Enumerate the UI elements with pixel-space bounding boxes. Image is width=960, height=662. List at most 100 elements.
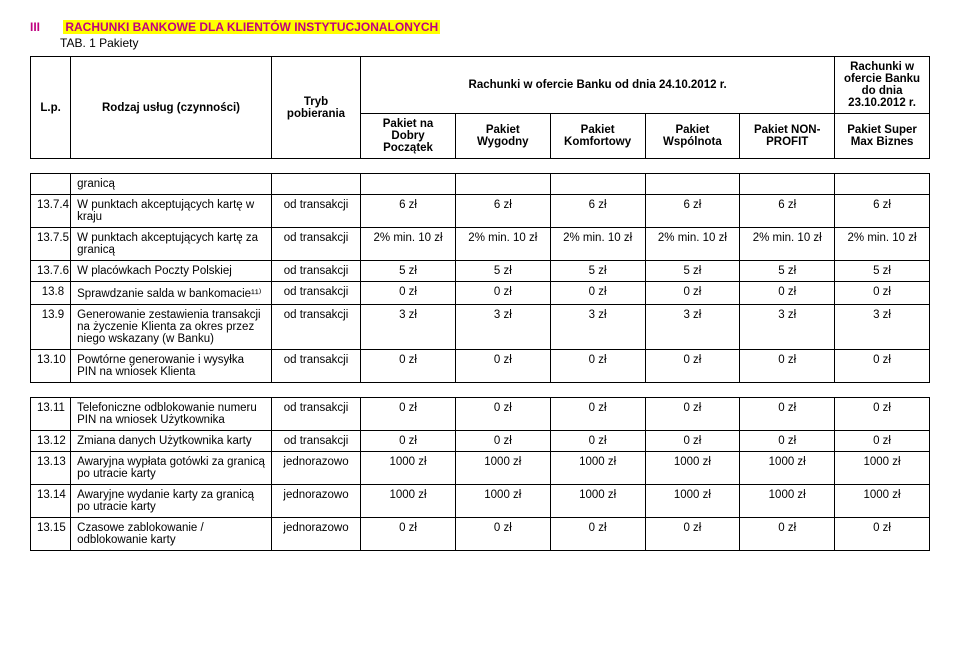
data-table-1: granicą 13.7.4 W punktach akceptujących …	[30, 173, 930, 383]
cell-tryb: od transakcji	[271, 228, 360, 261]
cell-val: 1000 zł	[361, 485, 456, 518]
cell-val: 0 zł	[361, 350, 456, 383]
cell-val: 3 zł	[645, 305, 740, 350]
cell-val: 0 zł	[645, 398, 740, 431]
cell-val: 6 zł	[645, 195, 740, 228]
cell-num: 13.11	[31, 398, 71, 431]
offer-current: Rachunki w ofercie Banku od dnia 24.10.2…	[361, 57, 835, 114]
cell-val: 0 zł	[550, 518, 645, 551]
subtitle: TAB. 1 Pakiety	[60, 36, 930, 50]
cell-tryb: jednorazowo	[271, 452, 360, 485]
data-table-2: 13.11 Telefoniczne odblokowanie numeru P…	[30, 397, 930, 551]
section-header: III RACHUNKI BANKOWE DLA KLIENTÓW INSTYT…	[30, 20, 930, 34]
cell-val: 0 zł	[835, 431, 930, 452]
cell-tryb: od transakcji	[271, 398, 360, 431]
cell-val: 3 zł	[455, 305, 550, 350]
cell-desc: Sprawdzanie salda w bankomacie¹¹⁾	[71, 282, 272, 305]
cell-desc: W punktach akceptujących kartę w kraju	[71, 195, 272, 228]
cell-desc: Awaryjne wydanie karty za granicą po utr…	[71, 485, 272, 518]
cell-tryb: od transakcji	[271, 261, 360, 282]
cell-val: 5 zł	[455, 261, 550, 282]
cell-val: 1000 zł	[645, 452, 740, 485]
cell-val: 0 zł	[455, 398, 550, 431]
cell-num: 13.7.5	[31, 228, 71, 261]
cell-val: 0 zł	[550, 431, 645, 452]
table-row: 13.11 Telefoniczne odblokowanie numeru P…	[31, 398, 930, 431]
table-row: 13.7.6 W placówkach Poczty Polskiej od t…	[31, 261, 930, 282]
cell-val: 5 zł	[361, 261, 456, 282]
cell-desc: Awaryjna wypłata gotówki za granicą po u…	[71, 452, 272, 485]
cell-val: 2% min. 10 zł	[361, 228, 456, 261]
cell-desc: Generowanie zestawienia transakcji na ży…	[71, 305, 272, 350]
cell-val: 5 zł	[740, 261, 835, 282]
cell-val: 0 zł	[835, 282, 930, 305]
table-row: 13.15 Czasowe zablokowanie / odblokowani…	[31, 518, 930, 551]
cell-desc: Zmiana danych Użytkownika karty	[71, 431, 272, 452]
cell-tryb: od transakcji	[271, 305, 360, 350]
cell-val: 1000 zł	[361, 452, 456, 485]
cell-val: 6 zł	[740, 195, 835, 228]
col-tryb: Tryb pobierania	[271, 57, 360, 159]
cell-val: 1000 zł	[455, 485, 550, 518]
col-pakiet-5: Pakiet NON-PROFIT	[740, 114, 835, 159]
cell-val: 1000 zł	[645, 485, 740, 518]
cell-val: 2% min. 10 zł	[645, 228, 740, 261]
cell-val: 2% min. 10 zł	[550, 228, 645, 261]
cell-val: 0 zł	[361, 518, 456, 551]
table-row: 13.12 Zmiana danych Użytkownika karty od…	[31, 431, 930, 452]
cell-tryb: od transakcji	[271, 282, 360, 305]
cell-val: 6 zł	[361, 195, 456, 228]
cell-desc: Telefoniczne odblokowanie numeru PIN na …	[71, 398, 272, 431]
col-pakiet-3: Pakiet Komfortowy	[550, 114, 645, 159]
section-number: III	[30, 20, 60, 34]
cell-val: 0 zł	[455, 350, 550, 383]
cell-val: 3 zł	[550, 305, 645, 350]
cell-val: 3 zł	[361, 305, 456, 350]
cell-tryb: jednorazowo	[271, 518, 360, 551]
cell-desc-pre: granicą	[71, 174, 272, 195]
cell-val: 0 zł	[645, 518, 740, 551]
cell-val: 0 zł	[835, 350, 930, 383]
table-row: 13.10 Powtórne generowanie i wysyłka PIN…	[31, 350, 930, 383]
cell-val: 0 zł	[740, 350, 835, 383]
cell-val: 3 zł	[835, 305, 930, 350]
cell-num: 13.7.4	[31, 195, 71, 228]
cell-tryb: od transakcji	[271, 195, 360, 228]
cell-val: 1000 zł	[835, 485, 930, 518]
cell-val: 0 zł	[835, 398, 930, 431]
cell-val: 0 zł	[550, 282, 645, 305]
cell-desc: W placówkach Poczty Polskiej	[71, 261, 272, 282]
cell-val: 2% min. 10 zł	[835, 228, 930, 261]
cell-val: 6 zł	[550, 195, 645, 228]
cell-val: 6 zł	[835, 195, 930, 228]
col-rodzaj: Rodzaj usług (czynności)	[71, 57, 272, 159]
table-row: 13.8 Sprawdzanie salda w bankomacie¹¹⁾ o…	[31, 282, 930, 305]
col-lp: L.p.	[31, 57, 71, 159]
cell-val: 0 zł	[645, 282, 740, 305]
cell-num: 13.8	[31, 282, 71, 305]
cell-num: 13.12	[31, 431, 71, 452]
cell-desc: W punktach akceptujących kartę za granic…	[71, 228, 272, 261]
cell-val: 0 zł	[835, 518, 930, 551]
cell-val: 0 zł	[740, 431, 835, 452]
col-pakiet-4: Pakiet Wspólnota	[645, 114, 740, 159]
table-row: 13.13 Awaryjna wypłata gotówki za granic…	[31, 452, 930, 485]
section-title: RACHUNKI BANKOWE DLA KLIENTÓW INSTYTUCJO…	[63, 20, 440, 34]
cell-val: 0 zł	[361, 282, 456, 305]
cell-val: 0 zł	[455, 282, 550, 305]
table-row: 13.7.4 W punktach akceptujących kartę w …	[31, 195, 930, 228]
cell-desc: Powtórne generowanie i wysyłka PIN na wn…	[71, 350, 272, 383]
cell-num: 13.10	[31, 350, 71, 383]
cell-val: 1000 zł	[740, 452, 835, 485]
cell-val: 2% min. 10 zł	[455, 228, 550, 261]
cell-num: 13.14	[31, 485, 71, 518]
cell-desc: Czasowe zablokowanie / odblokowanie kart…	[71, 518, 272, 551]
cell-num: 13.15	[31, 518, 71, 551]
cell-tryb: od transakcji	[271, 431, 360, 452]
cell-val: 5 zł	[550, 261, 645, 282]
col-pakiet-2: Pakiet Wygodny	[455, 114, 550, 159]
col-pakiet-6: Pakiet Super Max Biznes	[835, 114, 930, 159]
cell-num: 13.13	[31, 452, 71, 485]
cell-num: 13.7.6	[31, 261, 71, 282]
cell-num: 13.9	[31, 305, 71, 350]
